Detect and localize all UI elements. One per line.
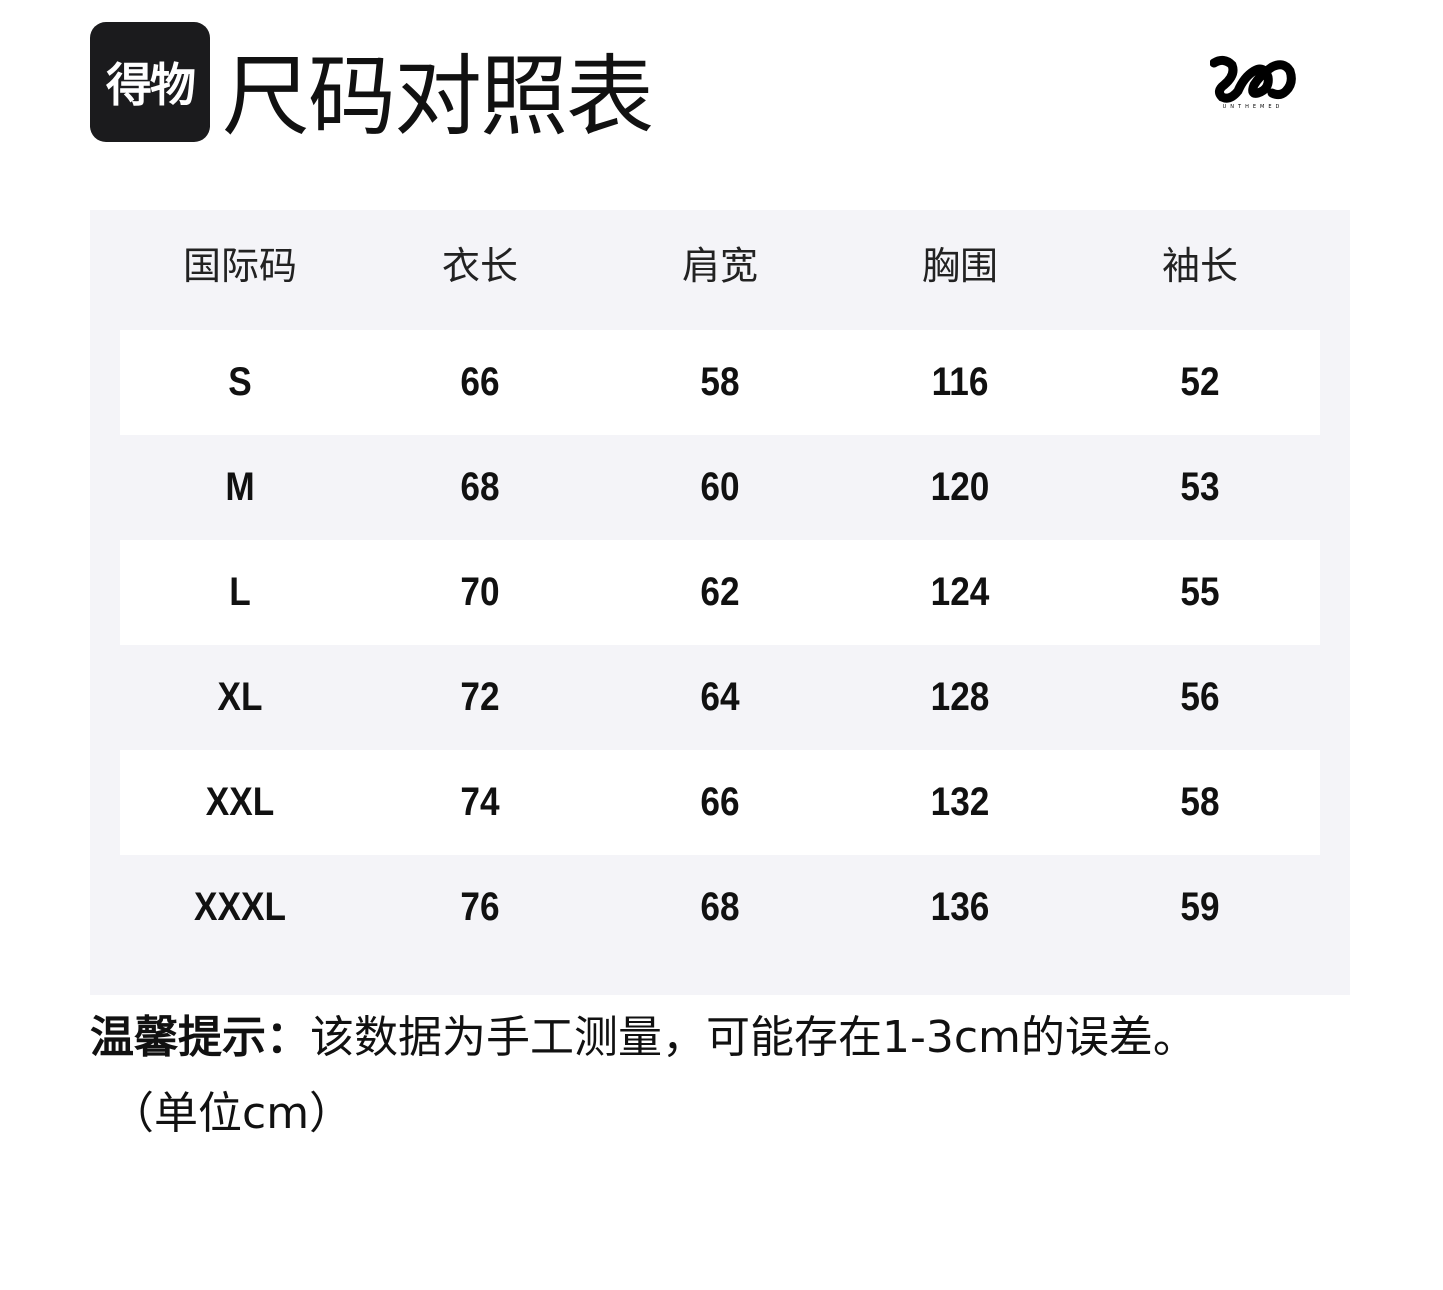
table-cell: 52: [1180, 360, 1220, 404]
table-cell: 120: [930, 465, 990, 509]
table-cell: 59: [1180, 885, 1220, 929]
table-cell: 124: [930, 570, 990, 614]
table-cell: XXXL: [194, 885, 286, 929]
table-row: S 66 58 116 52: [120, 330, 1320, 435]
table-cell: 76: [460, 885, 500, 929]
table-cell: M: [225, 465, 255, 509]
table-cell: 66: [460, 360, 500, 404]
unit-note: （单位cm）: [110, 1088, 354, 1139]
table-cell: 72: [460, 675, 500, 719]
table-row: XXL 74 66 132 58: [120, 750, 1320, 855]
header-size: 国际码: [182, 244, 297, 288]
table-row: M 68 60 120 53: [120, 435, 1320, 540]
header-chest: 胸围: [921, 244, 998, 288]
table-cell: 62: [700, 570, 740, 614]
table-cell: 56: [1180, 675, 1220, 719]
tip-label: 温馨提示：: [90, 1012, 310, 1063]
table-row: XXXL 76 68 136 59: [120, 855, 1320, 960]
table-cell: 58: [700, 360, 740, 404]
app-logo-text: 得物: [106, 58, 196, 112]
table-cell: L: [229, 570, 251, 614]
table-cell: 128: [930, 675, 990, 719]
table-cell: 66: [700, 780, 740, 824]
table-cell: 55: [1180, 570, 1220, 614]
table-header: 国际码 衣长 肩宽 胸围 袖长: [120, 238, 1320, 294]
header-sleeve: 袖长: [1161, 244, 1238, 288]
table-row: XL 72 64 128 56: [120, 645, 1320, 750]
table-cell: 74: [460, 780, 500, 824]
table-cell: 70: [460, 570, 500, 614]
table-cell: 58: [1180, 780, 1220, 824]
size-table: 国际码 衣长 肩宽 胸围 袖长 S 66 58 116 52 M 68 60 120 53 L 70 6…: [90, 210, 1350, 995]
table-cell: 136: [930, 885, 990, 929]
table-cell: 68: [700, 885, 740, 929]
header-shoulder: 肩宽: [681, 244, 758, 288]
table-cell: XXL: [205, 780, 275, 824]
table-cell: 60: [700, 465, 740, 509]
table-cell: XL: [217, 675, 263, 719]
table-cell: 68: [460, 465, 500, 509]
table-cell: 53: [1180, 465, 1220, 509]
table-cell: 64: [700, 675, 740, 719]
brand-logo: UNTHEMED: [1210, 55, 1296, 110]
table-cell: S: [228, 360, 252, 404]
table-cell: 132: [930, 780, 990, 824]
table-cell: 116: [931, 360, 989, 404]
header-length: 衣长: [441, 244, 518, 288]
tip-text: 该数据为手工测量，可能存在1-3cm的误差。: [310, 1012, 1197, 1063]
table-row: L 70 62 124 55: [120, 540, 1320, 645]
page-title: 尺码对照表: [222, 45, 654, 148]
tip-note: 温馨提示：该数据为手工测量，可能存在1-3cm的误差。: [90, 1008, 1197, 1068]
svg-text:UNTHEMED: UNTHEMED: [1223, 104, 1284, 110]
app-logo: 得物: [90, 22, 210, 142]
